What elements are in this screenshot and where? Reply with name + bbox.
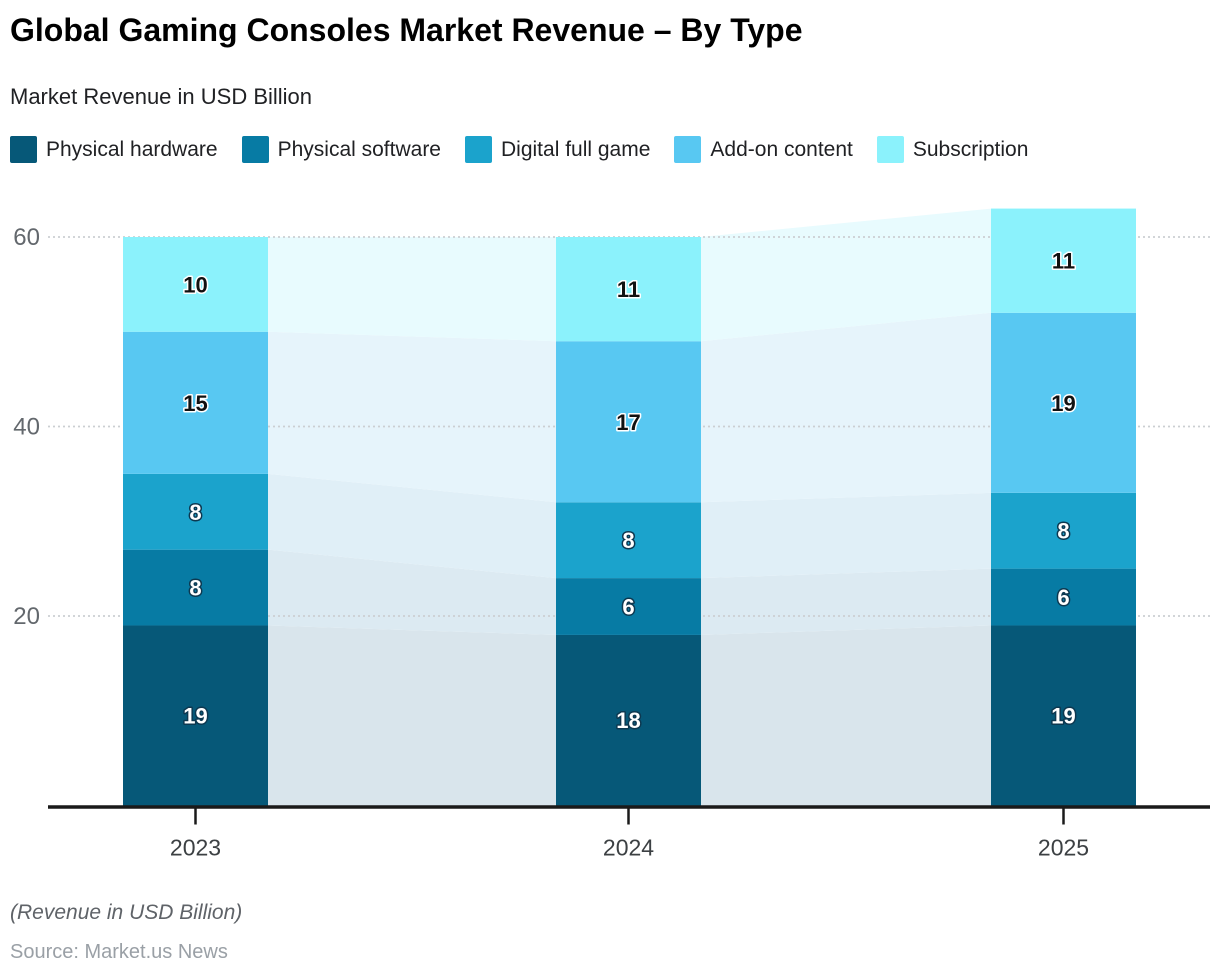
bar-segment: [991, 208, 1136, 313]
bar-segment: [123, 331, 268, 474]
bar-segment: [123, 625, 268, 806]
revenue-note: (Revenue in USD Billion): [10, 901, 243, 924]
area-band: [268, 473, 556, 579]
bar-segment: [556, 341, 701, 503]
bar-segment: [123, 549, 268, 626]
x-tick-label: 2023: [170, 835, 221, 861]
legend-swatch-icon: [241, 136, 269, 163]
chart-title: Global Gaming Consoles Market Revenue – …: [10, 12, 803, 48]
x-tick-label: 2024: [603, 835, 654, 861]
bar-value-label: 6: [622, 595, 634, 620]
area-band: [701, 208, 991, 342]
area-band: [701, 568, 991, 635]
bar-value-label: 17: [616, 410, 640, 435]
bar-segment: [556, 634, 701, 806]
bar-segment: [991, 312, 1136, 493]
bar-value-label: 8: [189, 500, 201, 525]
bar-value-label: 8: [622, 528, 634, 553]
y-tick-label: 20: [13, 603, 40, 630]
bar-segment: [556, 578, 701, 635]
bar-value-label: 18: [616, 708, 640, 733]
legend-swatch-icon: [10, 136, 37, 163]
bar-value-label: 6: [1057, 585, 1069, 610]
bar-value-label: 11: [617, 277, 640, 302]
bar-value-label: 15: [183, 391, 207, 416]
area-band: [701, 312, 991, 503]
chart-subtitle: Market Revenue in USD Billion: [10, 84, 313, 109]
source-credit: Source: Market.us News: [10, 941, 228, 963]
legend-item[interactable]: Physical hardware: [10, 136, 218, 163]
legend-item[interactable]: Add-on content: [674, 136, 853, 163]
bar-value-label: 19: [183, 703, 207, 728]
y-tick-label: 40: [13, 414, 40, 441]
y-tick-label: 60: [13, 224, 40, 251]
legend-label: Add-on content: [710, 137, 853, 161]
bar-value-label: 8: [189, 576, 201, 601]
bar-segment: [556, 502, 701, 579]
bar-value-label: 8: [1057, 519, 1069, 544]
bar-segment: [991, 625, 1136, 806]
legend-item[interactable]: Subscription: [876, 136, 1029, 163]
legend-swatch-icon: [674, 136, 702, 163]
area-band: [268, 625, 556, 806]
bar-segment: [991, 492, 1136, 569]
bar-value-label: 11: [1052, 249, 1075, 274]
area-band: [268, 237, 556, 342]
bar-segment: [556, 237, 701, 342]
legend-swatch-icon: [465, 136, 492, 163]
x-tick-label: 2025: [1038, 835, 1089, 861]
legend-item[interactable]: Digital full game: [465, 136, 650, 163]
bar-value-label: 10: [183, 272, 207, 297]
area-band: [268, 331, 556, 503]
bar-segment: [123, 473, 268, 550]
bar-segment: [123, 237, 268, 332]
bar-segment: [991, 568, 1136, 626]
legend-label: Digital full game: [501, 137, 651, 161]
legend-item[interactable]: Physical software: [241, 136, 441, 163]
legend-label: Physical hardware: [46, 137, 218, 161]
legend-label: Physical software: [277, 137, 441, 161]
area-band: [701, 492, 991, 579]
area-band: [268, 549, 556, 635]
area-band: [701, 625, 991, 806]
legend-swatch-icon: [876, 136, 904, 163]
legend: Physical hardware Physical software Digita…: [10, 136, 1028, 163]
bar-value-label: 19: [1051, 391, 1075, 416]
legend-label: Subscription: [912, 137, 1029, 161]
bar-value-label: 19: [1051, 703, 1075, 728]
